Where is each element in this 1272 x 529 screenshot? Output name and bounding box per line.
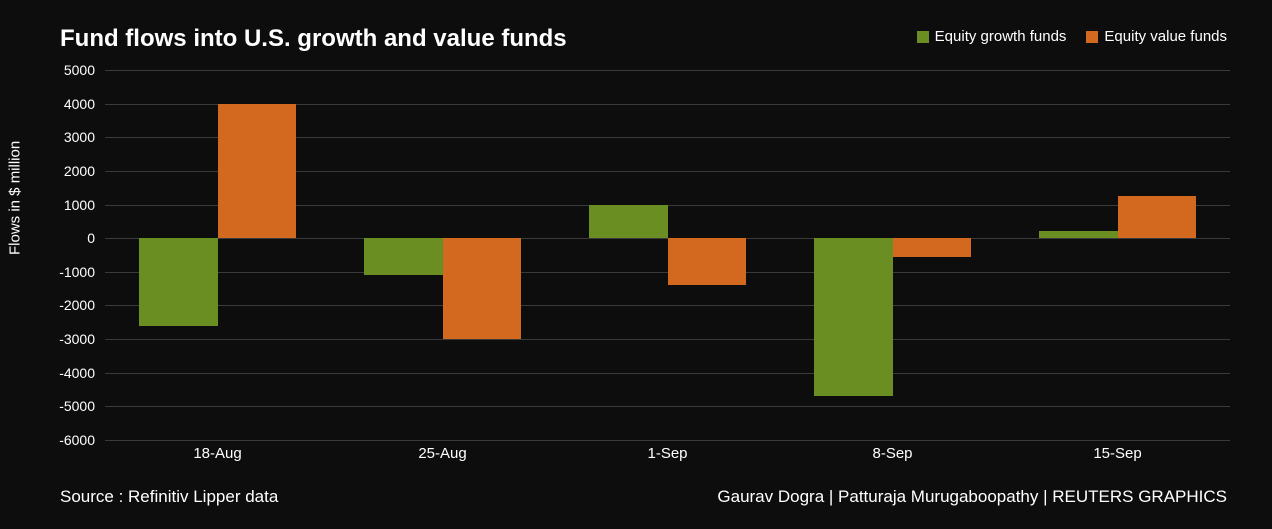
y-tick-label: 4000 [40,96,95,112]
y-tick-label: -1000 [40,264,95,280]
y-tick-label: 1000 [40,197,95,213]
plot-area: -6000-5000-4000-3000-2000-10000100020003… [105,70,1230,440]
legend-item-growth: Equity growth funds [917,28,1067,45]
bar-value [218,104,297,239]
legend-swatch-growth [917,31,929,43]
x-tick-label: 18-Aug [193,445,241,462]
source-text: Source : Refinitiv Lipper data [60,487,278,507]
y-tick-label: -6000 [40,432,95,448]
bar-growth [1039,231,1118,238]
gridline [105,305,1230,306]
legend-item-value: Equity value funds [1086,28,1227,45]
y-tick-label: 5000 [40,62,95,78]
y-axis-label: Flows in $ million [7,141,24,255]
gridline [105,70,1230,71]
legend: Equity growth funds Equity value funds [917,28,1227,45]
bar-value [443,238,522,339]
y-tick-label: -4000 [40,365,95,381]
bar-growth [364,238,443,275]
bar-value [1118,196,1197,238]
gridline [105,440,1230,441]
y-tick-label: -5000 [40,398,95,414]
y-tick-label: -2000 [40,297,95,313]
x-tick-label: 1-Sep [647,445,687,462]
gridline [105,373,1230,374]
x-tick-label: 25-Aug [418,445,466,462]
x-tick-label: 15-Sep [1093,445,1141,462]
bar-value [668,238,747,285]
y-tick-label: 0 [40,230,95,246]
legend-label-value: Equity value funds [1104,28,1227,45]
bar-growth [139,238,218,325]
gridline [105,406,1230,407]
y-tick-label: 3000 [40,129,95,145]
legend-label-growth: Equity growth funds [935,28,1067,45]
chart-title: Fund flows into U.S. growth and value fu… [60,25,567,53]
bar-growth [589,205,668,239]
legend-swatch-value [1086,31,1098,43]
credit-text: Gaurav Dogra | Patturaja Murugaboopathy … [717,487,1227,507]
bar-value [893,238,972,257]
y-tick-label: -3000 [40,331,95,347]
y-tick-label: 2000 [40,163,95,179]
chart-container: Fund flows into U.S. growth and value fu… [0,0,1272,529]
gridline [105,339,1230,340]
bar-growth [814,238,893,396]
x-tick-label: 8-Sep [872,445,912,462]
